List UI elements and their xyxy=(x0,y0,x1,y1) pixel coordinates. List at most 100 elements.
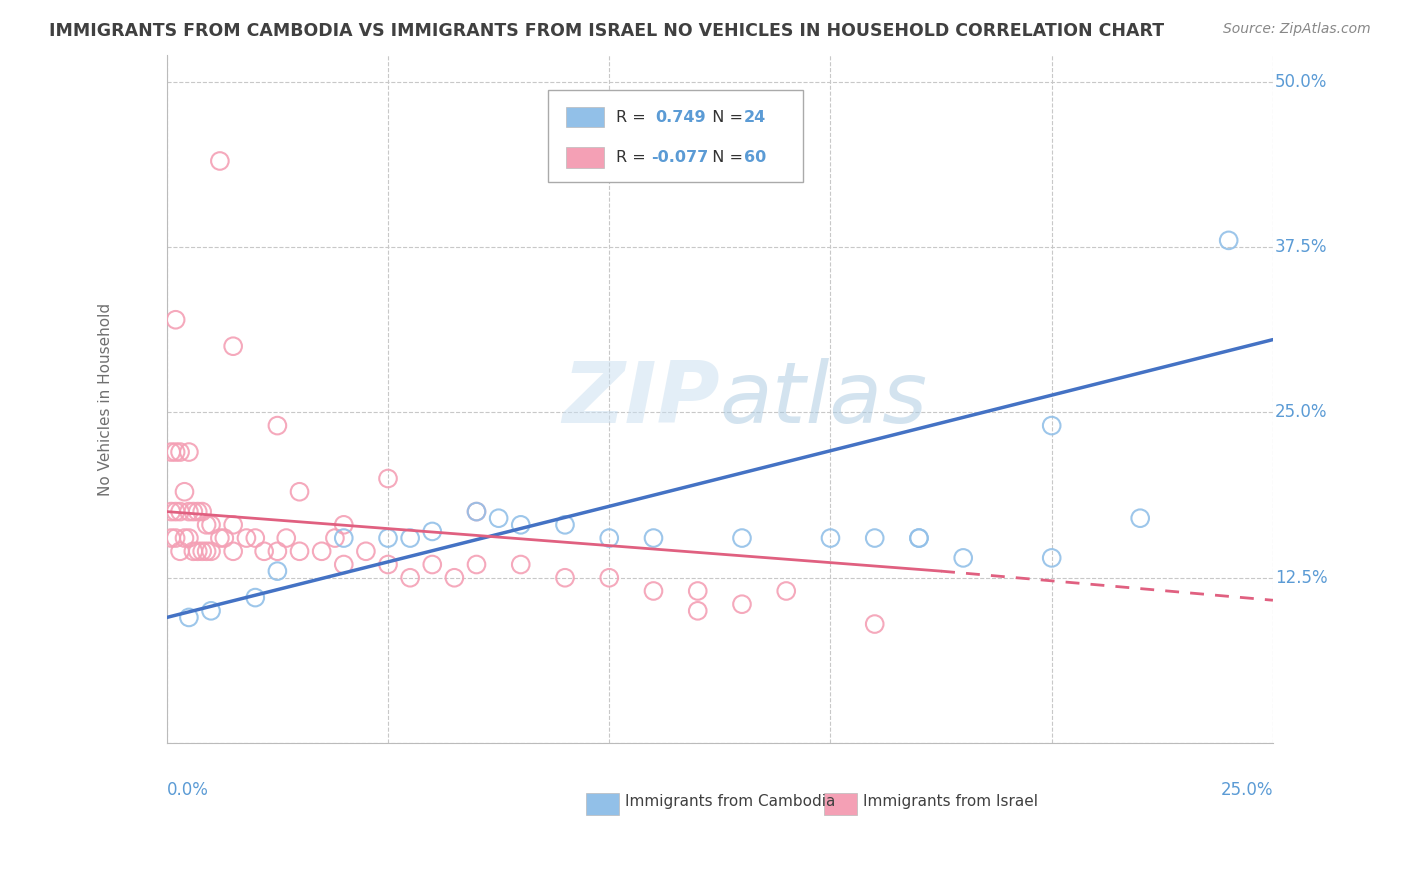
Text: 12.5%: 12.5% xyxy=(1275,569,1327,587)
Point xyxy=(420,524,443,539)
Point xyxy=(1218,233,1240,247)
Point xyxy=(643,531,665,545)
Text: 50.0%: 50.0% xyxy=(1275,72,1327,91)
Point xyxy=(222,339,245,353)
Point xyxy=(253,544,276,558)
Point xyxy=(465,558,488,572)
Point xyxy=(200,604,222,618)
Text: No Vehicles in Household: No Vehicles in Household xyxy=(98,302,114,496)
Point xyxy=(245,531,267,545)
Point xyxy=(245,591,267,605)
Point xyxy=(465,505,488,519)
Point xyxy=(686,604,709,618)
Point xyxy=(354,544,377,558)
Point xyxy=(266,544,288,558)
FancyBboxPatch shape xyxy=(548,89,803,183)
Point xyxy=(399,571,422,585)
Text: Immigrants from Cambodia: Immigrants from Cambodia xyxy=(624,794,835,809)
Point xyxy=(643,584,665,599)
Point xyxy=(465,505,488,519)
Point xyxy=(191,505,214,519)
Point xyxy=(173,484,195,499)
Point xyxy=(598,571,620,585)
Point xyxy=(863,531,886,545)
Point xyxy=(1040,418,1063,433)
Point xyxy=(169,505,191,519)
Point xyxy=(195,517,218,532)
FancyBboxPatch shape xyxy=(586,793,619,814)
Point xyxy=(235,531,257,545)
Text: Immigrants from Israel: Immigrants from Israel xyxy=(862,794,1038,809)
Point xyxy=(488,511,510,525)
Point xyxy=(775,584,797,599)
Point xyxy=(908,531,931,545)
Point xyxy=(731,531,754,545)
Text: N =: N = xyxy=(702,110,748,125)
Text: -0.077: -0.077 xyxy=(651,150,709,165)
Text: 37.5%: 37.5% xyxy=(1275,238,1327,256)
Text: 0.749: 0.749 xyxy=(655,110,706,125)
Point xyxy=(377,471,399,485)
Point xyxy=(222,517,245,532)
FancyBboxPatch shape xyxy=(567,107,603,128)
Point xyxy=(177,505,200,519)
Point xyxy=(200,517,222,532)
Point xyxy=(420,558,443,572)
Point xyxy=(165,505,187,519)
Point xyxy=(177,531,200,545)
Point xyxy=(208,531,231,545)
Point xyxy=(333,558,356,572)
Text: atlas: atlas xyxy=(720,358,928,441)
Point xyxy=(191,544,214,558)
Point xyxy=(288,544,311,558)
Point xyxy=(863,617,886,632)
Point xyxy=(266,418,288,433)
Point xyxy=(509,558,531,572)
Point xyxy=(288,484,311,499)
Point xyxy=(311,544,333,558)
Point xyxy=(266,564,288,578)
Point xyxy=(1040,550,1063,565)
Text: R =: R = xyxy=(616,110,655,125)
FancyBboxPatch shape xyxy=(567,147,603,168)
Text: 0.0%: 0.0% xyxy=(167,781,208,799)
Point xyxy=(443,571,465,585)
Text: Source: ZipAtlas.com: Source: ZipAtlas.com xyxy=(1223,22,1371,37)
Point xyxy=(908,531,931,545)
FancyBboxPatch shape xyxy=(824,793,858,814)
Point xyxy=(208,153,231,168)
Point xyxy=(169,445,191,459)
Text: N =: N = xyxy=(702,150,748,165)
Point xyxy=(686,584,709,599)
Text: ZIP: ZIP xyxy=(562,358,720,441)
Point xyxy=(195,544,218,558)
Point xyxy=(160,531,183,545)
Point xyxy=(820,531,842,545)
Point xyxy=(183,505,205,519)
Point xyxy=(177,445,200,459)
Point xyxy=(160,445,183,459)
Point xyxy=(165,531,187,545)
Text: 60: 60 xyxy=(744,150,766,165)
Point xyxy=(333,531,356,545)
Point xyxy=(165,445,187,459)
Point xyxy=(333,517,356,532)
Point xyxy=(377,531,399,545)
Point xyxy=(276,531,298,545)
Point xyxy=(200,544,222,558)
Point xyxy=(169,544,191,558)
Point xyxy=(187,544,209,558)
Point xyxy=(554,517,576,532)
Point xyxy=(165,312,187,326)
Text: 25.0%: 25.0% xyxy=(1275,403,1327,421)
Point xyxy=(323,531,346,545)
Text: 24: 24 xyxy=(744,110,766,125)
Point xyxy=(554,571,576,585)
Point xyxy=(177,610,200,624)
Point xyxy=(731,597,754,611)
Point xyxy=(1129,511,1152,525)
Point xyxy=(377,558,399,572)
Point xyxy=(952,550,974,565)
Point xyxy=(183,544,205,558)
Point xyxy=(509,517,531,532)
